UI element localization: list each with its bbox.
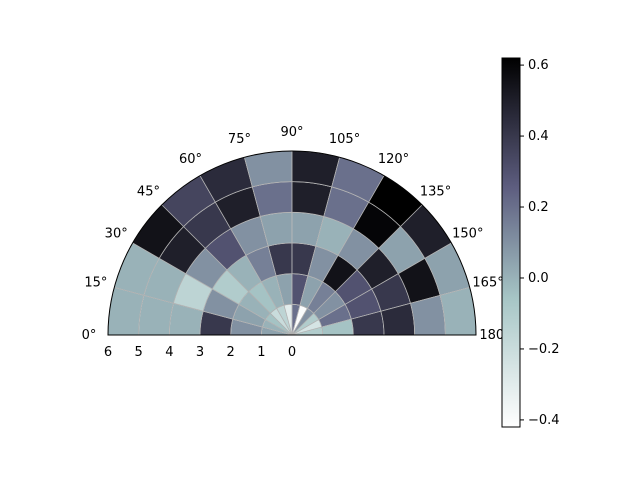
theta-tick-label: 60° xyxy=(179,152,202,167)
colorbar-gradient xyxy=(501,57,521,428)
r-tick-label: 1 xyxy=(257,345,265,360)
colorbar: 0.6 0.4 0.2 0.0 −0.2 −0.4 xyxy=(501,57,560,428)
theta-tick-label: 165° xyxy=(472,275,503,290)
colorbar-tick-label: 0.0 xyxy=(528,271,549,286)
polar-frame xyxy=(107,150,477,336)
r-grid-arc xyxy=(138,181,446,336)
r-tick-labels: 6 5 4 3 2 1 0 xyxy=(104,345,296,360)
r-grid-arc xyxy=(260,304,324,336)
theta-tick-label: 105° xyxy=(329,132,360,147)
colorbar-tick-label: −0.4 xyxy=(528,413,560,428)
theta-tick-label: 15° xyxy=(84,275,107,290)
colorbar-tick-label: 0.2 xyxy=(528,200,549,215)
colorbar-tick-label: 0.4 xyxy=(528,129,549,144)
r-tick-label: 6 xyxy=(104,345,112,360)
r-tick-label: 5 xyxy=(135,345,143,360)
theta-tick-label: 90° xyxy=(280,125,303,140)
r-tick-label: 3 xyxy=(196,345,204,360)
theta-tick-label: 135° xyxy=(420,184,451,199)
r-tick-label: 4 xyxy=(165,345,173,360)
theta-tick-label: 150° xyxy=(452,227,483,242)
theta-tick-label: 120° xyxy=(378,152,409,167)
colorbar-tick-label: 0.6 xyxy=(528,58,549,73)
r-grid-arc xyxy=(230,273,354,336)
r-tick-label: 0 xyxy=(288,345,296,360)
theta-tick-label: 45° xyxy=(137,184,160,199)
r-grid-arc xyxy=(199,242,385,336)
theta-tick-label: 0° xyxy=(82,328,97,343)
theta-tick-label: 75° xyxy=(228,132,251,147)
colorbar-tick-label: −0.2 xyxy=(528,342,560,357)
r-tick-label: 2 xyxy=(227,345,235,360)
theta-tick-label: 30° xyxy=(105,227,128,242)
polar-frame-outline xyxy=(107,150,477,336)
r-grid-arc xyxy=(168,211,416,336)
